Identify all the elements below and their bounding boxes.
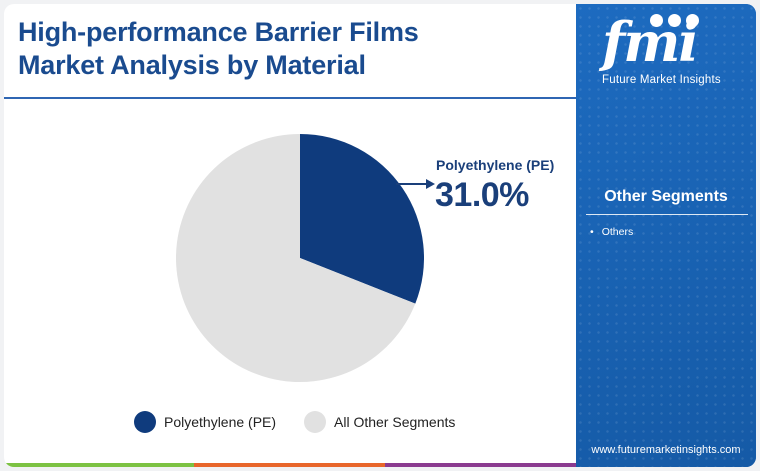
bottom-bar-purple (385, 463, 576, 467)
pie-slice-others (175, 134, 416, 382)
fmi-logo: fmi Future Market Insights (602, 10, 732, 92)
bottom-color-bar (4, 463, 576, 467)
legend-label-pe: Polyethylene (PE) (164, 414, 277, 430)
other-segments-divider (586, 214, 748, 215)
chart-title: High-performance Barrier Films Market An… (18, 16, 419, 82)
logo-subtitle: Future Market Insights (602, 74, 721, 86)
callout-arrow-head (426, 179, 435, 189)
title-line-2: Market Analysis by Material (18, 50, 366, 80)
other-segments-list: Others (590, 226, 634, 238)
logo-wordmark: fmi (602, 10, 699, 74)
title-divider (4, 97, 576, 99)
legend-swatch-pe (134, 411, 156, 433)
other-segments-item: Others (590, 226, 634, 238)
legend-label-others: All Other Segments (334, 414, 456, 430)
legend-swatch-others (304, 411, 326, 433)
logo-dots-icon (650, 14, 704, 32)
side-panel: fmi Future Market Insights Other Segment… (576, 4, 756, 467)
pie-slices (175, 134, 424, 382)
callout-segment-value: 31.0% (435, 176, 529, 214)
other-segments-title: Other Segments (604, 188, 728, 205)
bottom-bar-orange (194, 463, 385, 467)
pie-slice-pe (300, 134, 424, 304)
pie-chart (175, 134, 435, 382)
callout-segment-name: Polyethylene (PE) (436, 157, 555, 173)
bottom-bar-green (4, 463, 194, 467)
title-line-1: High-performance Barrier Films (18, 17, 419, 47)
callout-arrow (396, 179, 435, 189)
chart-card: High-performance Barrier Films Market An… (4, 4, 756, 467)
website-link[interactable]: www.futuremarketinsights.com (591, 444, 741, 456)
